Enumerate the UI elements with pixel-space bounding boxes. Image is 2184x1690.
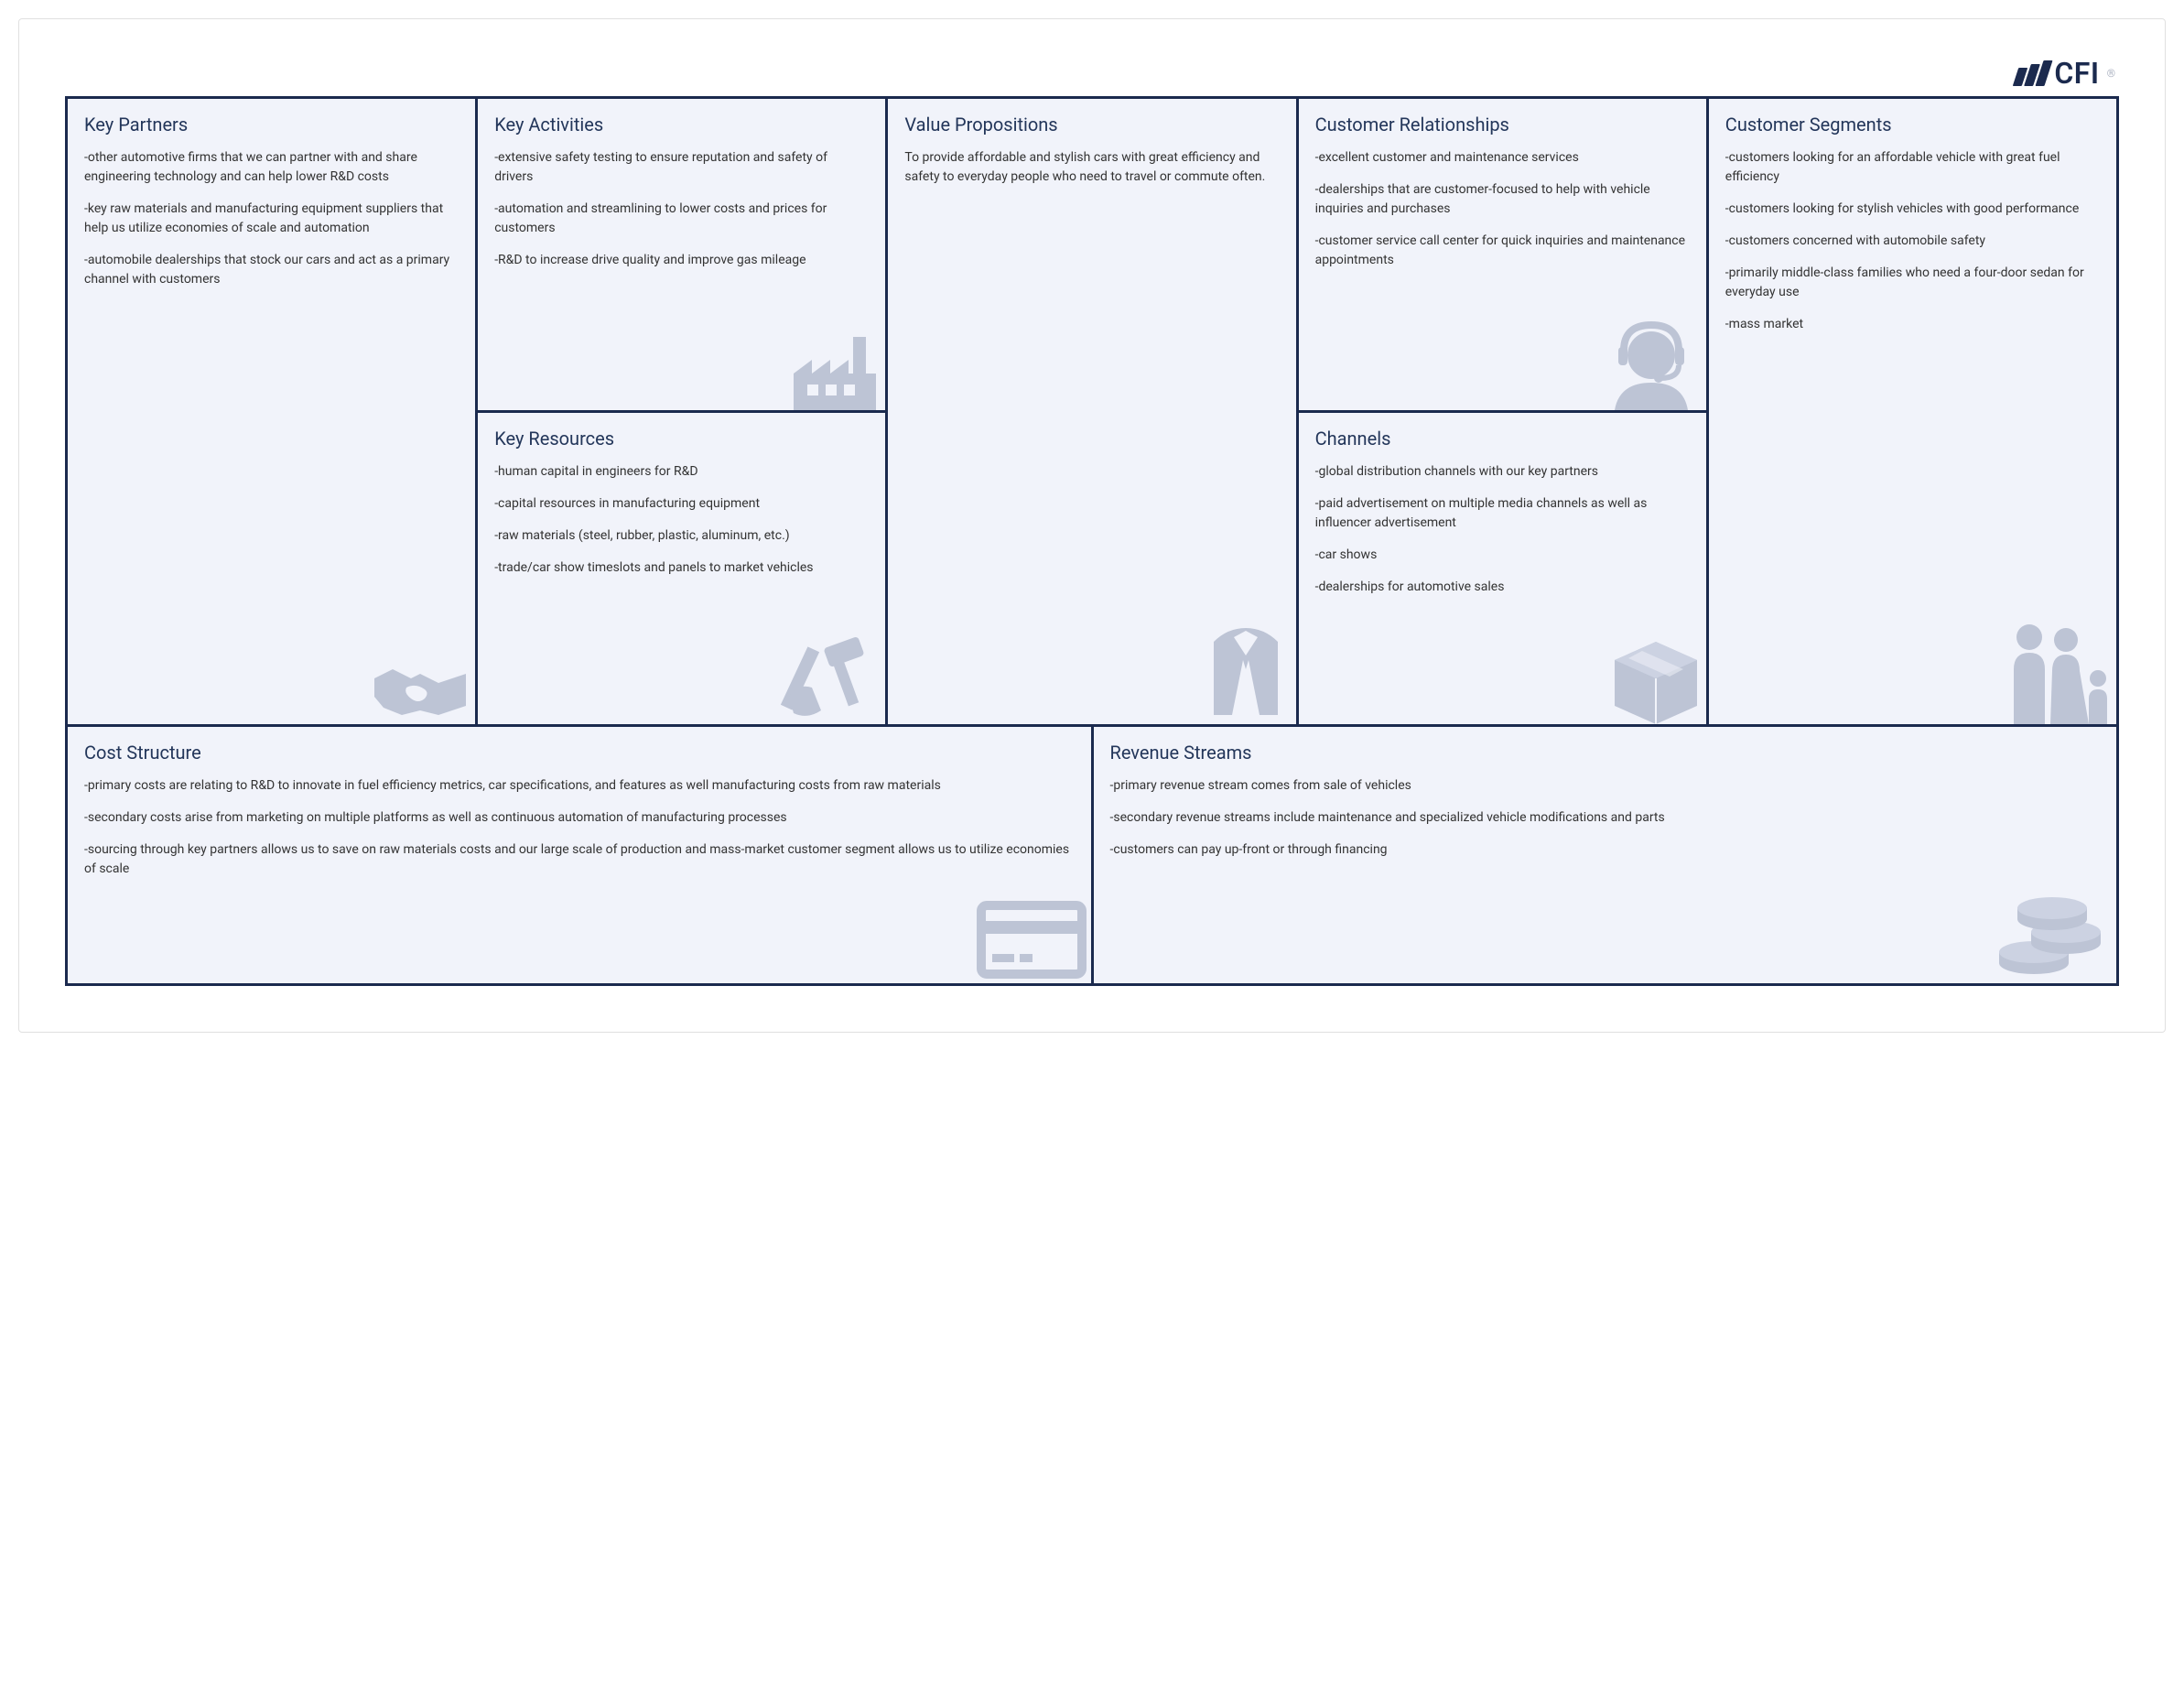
cell-channels: Channels -global distribution channels w… xyxy=(1299,413,1706,724)
cell-body: -customers looking for an affordable veh… xyxy=(1725,148,2100,334)
cfi-logo: CFI ® xyxy=(2016,56,2115,91)
cell-cost-structure: Cost Structure -primary costs are relati… xyxy=(68,727,1091,983)
cell-text-item: -secondary revenue streams include maint… xyxy=(1110,808,2101,828)
cell-body: -excellent customer and maintenance serv… xyxy=(1315,148,1690,270)
cell-text-item: -other automotive firms that we can part… xyxy=(84,148,459,187)
cell-text-item: -primary revenue stream comes from sale … xyxy=(1110,776,2101,796)
cell-body: -primary revenue stream comes from sale … xyxy=(1110,776,2101,860)
cell-key-resources: Key Resources -human capital in engineer… xyxy=(478,413,885,724)
cell-text-item: -secondary costs arise from marketing on… xyxy=(84,808,1075,828)
business-model-canvas: Key Partners -other automotive firms tha… xyxy=(65,96,2119,986)
logo-bars-icon xyxy=(2016,60,2049,86)
cell-text-item: -key raw materials and manufacturing equ… xyxy=(84,200,459,238)
cell-text-item: -R&D to increase drive quality and impro… xyxy=(494,251,869,270)
cell-body: -extensive safety testing to ensure repu… xyxy=(494,148,869,270)
cell-text-item: -mass market xyxy=(1725,315,2100,334)
cell-text-item: -human capital in engineers for R&D xyxy=(494,462,869,482)
family-icon xyxy=(1997,614,2116,724)
cell-text-item: -primary costs are relating to R&D to in… xyxy=(84,776,1075,796)
cell-title: Channels xyxy=(1315,428,1690,450)
cell-text-item: -customers looking for stylish vehicles … xyxy=(1725,200,2100,219)
logo-row: CFI ® xyxy=(65,56,2119,91)
cell-value-propositions: Value Propositions To provide affordable… xyxy=(888,99,1295,724)
cell-text-item: -automation and streamlining to lower co… xyxy=(494,200,869,238)
headset-icon xyxy=(1596,314,1706,410)
cell-text-item: -excellent customer and maintenance serv… xyxy=(1315,148,1690,168)
suit-icon xyxy=(1195,623,1296,724)
cell-body: -other automotive firms that we can part… xyxy=(84,148,459,289)
cell-body: To provide affordable and stylish cars w… xyxy=(904,148,1279,187)
cell-text-item: -dealerships for automotive sales xyxy=(1315,578,1690,597)
box-icon xyxy=(1606,633,1706,724)
cell-title: Value Propositions xyxy=(904,114,1279,135)
cell-text-item: -trade/car show timeslots and panels to … xyxy=(494,558,869,578)
cell-body: -primary costs are relating to R&D to in… xyxy=(84,776,1075,879)
cell-title: Key Activities xyxy=(494,114,869,135)
cell-title: Revenue Streams xyxy=(1110,742,2101,764)
cell-text-item: -extensive safety testing to ensure repu… xyxy=(494,148,869,187)
cell-text-item: -raw materials (steel, rubber, plastic, … xyxy=(494,526,869,546)
factory-icon xyxy=(784,328,885,410)
cell-body: -global distribution channels with our k… xyxy=(1315,462,1690,597)
registered-mark: ® xyxy=(2107,67,2115,80)
cell-text-item: To provide affordable and stylish cars w… xyxy=(904,148,1279,187)
cell-title: Key Partners xyxy=(84,114,459,135)
logo-text: CFI xyxy=(2054,56,2099,91)
card-icon xyxy=(972,892,1091,983)
cell-customer-segments: Customer Segments -customers looking for… xyxy=(1709,99,2116,724)
cell-key-partners: Key Partners -other automotive firms tha… xyxy=(68,99,475,724)
cell-title: Customer Relationships xyxy=(1315,114,1690,135)
cell-text-item: -customer service call center for quick … xyxy=(1315,232,1690,270)
cell-text-item: -global distribution channels with our k… xyxy=(1315,462,1690,482)
cell-text-item: -car shows xyxy=(1315,546,1690,565)
cell-text-item: -customers can pay up-front or through f… xyxy=(1110,840,2101,860)
cell-text-item: -automobile dealerships that stock our c… xyxy=(84,251,459,289)
cell-key-activities: Key Activities -extensive safety testing… xyxy=(478,99,885,410)
handshake-icon xyxy=(365,642,475,724)
tools-icon xyxy=(775,633,885,724)
cell-text-item: -capital resources in manufacturing equi… xyxy=(494,494,869,514)
cell-revenue-streams: Revenue Streams -primary revenue stream … xyxy=(1094,727,2117,983)
cell-title: Cost Structure xyxy=(84,742,1075,764)
cell-body: -human capital in engineers for R&D -capi… xyxy=(494,462,869,578)
cell-text-item: -dealerships that are customer-focused t… xyxy=(1315,180,1690,219)
cell-title: Customer Segments xyxy=(1725,114,2100,135)
coins-icon xyxy=(1988,892,2116,983)
cell-text-item: -primarily middle-class families who nee… xyxy=(1725,264,2100,302)
page-wrapper: CFI ® Key Partners -other automotive firm… xyxy=(18,18,2166,1033)
cell-text-item: -sourcing through key partners allows us… xyxy=(84,840,1075,879)
cell-text-item: -customers looking for an affordable veh… xyxy=(1725,148,2100,187)
cell-title: Key Resources xyxy=(494,428,869,450)
cell-text-item: -customers concerned with automobile saf… xyxy=(1725,232,2100,251)
cell-text-item: -paid advertisement on multiple media ch… xyxy=(1315,494,1690,533)
cell-customer-relationships: Customer Relationships -excellent custom… xyxy=(1299,99,1706,410)
